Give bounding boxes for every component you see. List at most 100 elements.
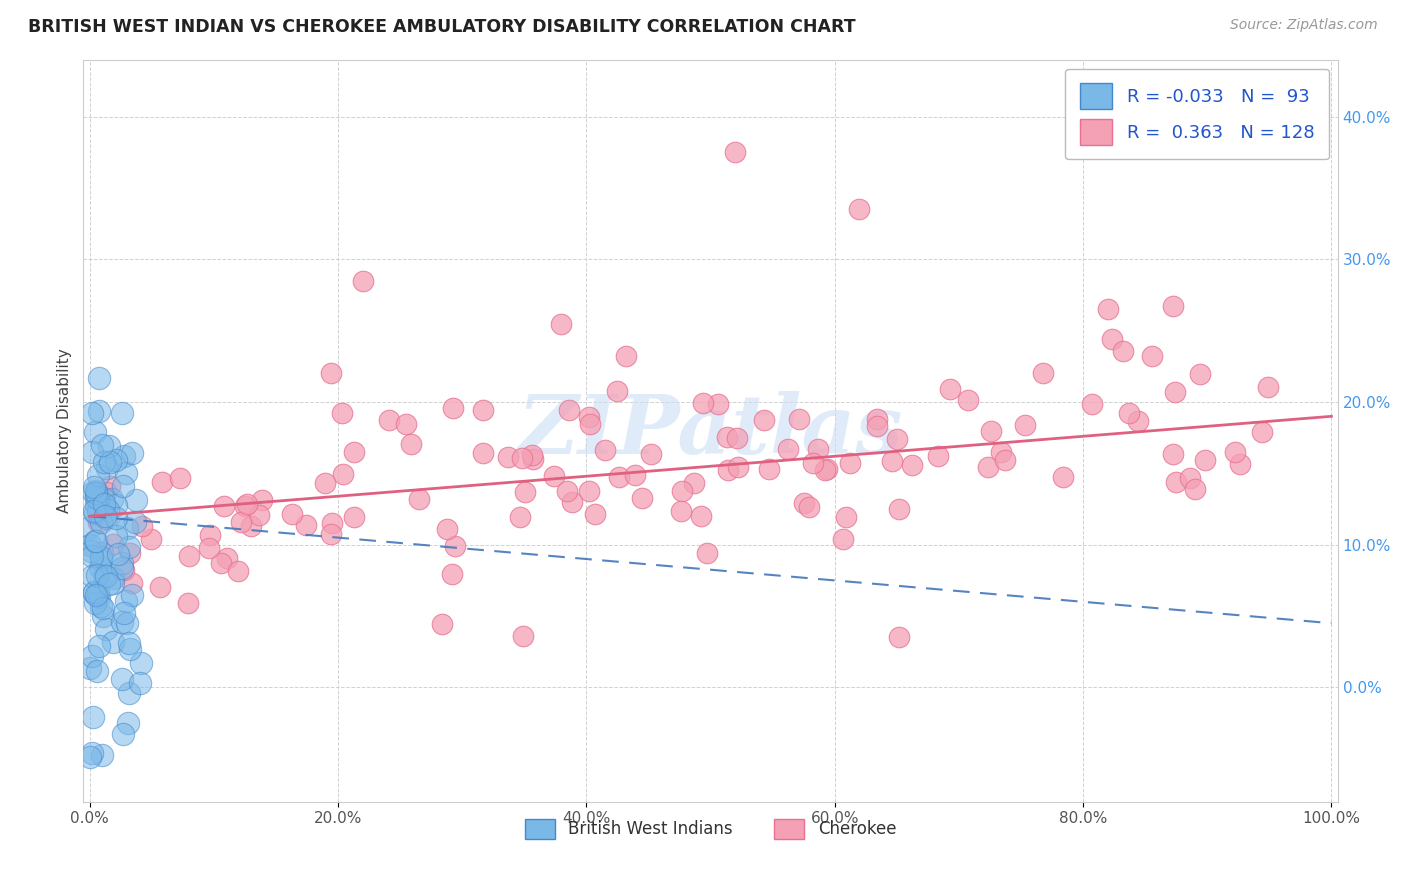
Point xyxy=(579,417,602,431)
Text: Source: ZipAtlas.com: Source: ZipAtlas.com xyxy=(1230,18,1378,32)
Text: BRITISH WEST INDIAN VS CHEROKEE AMBULATORY DISABILITY CORRELATION CHART: BRITISH WEST INDIAN VS CHEROKEE AMBULATO… xyxy=(28,18,856,36)
Point xyxy=(93,568,115,582)
Point xyxy=(101,571,124,585)
Point xyxy=(1118,406,1140,420)
Point xyxy=(240,518,263,533)
Point xyxy=(87,404,110,418)
Point xyxy=(93,609,115,624)
Point xyxy=(87,590,110,604)
Point xyxy=(683,476,706,491)
Point xyxy=(84,588,107,602)
Point xyxy=(111,561,134,575)
Point xyxy=(86,516,108,530)
Point xyxy=(197,541,219,555)
Point xyxy=(79,538,101,552)
Point xyxy=(79,661,101,675)
Point xyxy=(84,484,107,499)
Point xyxy=(212,499,235,513)
Point xyxy=(901,458,924,472)
Point xyxy=(1229,457,1251,471)
Point xyxy=(80,549,103,564)
Point xyxy=(716,430,738,444)
Point xyxy=(725,431,748,445)
Point xyxy=(692,396,714,410)
Point xyxy=(1161,299,1184,313)
Point xyxy=(814,463,837,477)
Point xyxy=(90,516,112,530)
Point xyxy=(496,450,519,464)
Point xyxy=(129,656,152,670)
Point xyxy=(98,479,121,493)
Point xyxy=(139,532,162,546)
Point xyxy=(94,569,117,583)
Point xyxy=(671,483,693,498)
Point xyxy=(1140,349,1163,363)
Point xyxy=(82,569,104,583)
Point xyxy=(112,479,135,493)
Point xyxy=(91,601,114,615)
Point xyxy=(510,450,533,465)
Point xyxy=(994,452,1017,467)
Point xyxy=(128,676,150,690)
Point xyxy=(79,520,101,534)
Point xyxy=(84,425,107,439)
Point xyxy=(957,392,980,407)
Point xyxy=(561,494,583,508)
Point xyxy=(82,485,104,500)
Point xyxy=(112,606,135,620)
Point xyxy=(83,480,105,494)
Point xyxy=(332,467,354,481)
Point xyxy=(1161,447,1184,461)
Point xyxy=(727,459,749,474)
Point xyxy=(84,497,107,511)
Point xyxy=(977,459,1000,474)
Point xyxy=(399,437,422,451)
Point xyxy=(124,515,146,529)
Point xyxy=(314,476,336,491)
Point xyxy=(583,507,606,521)
Point xyxy=(522,451,544,466)
Point xyxy=(593,442,616,457)
Point xyxy=(86,568,108,582)
Point xyxy=(1097,302,1119,317)
Point xyxy=(82,648,104,663)
Point xyxy=(752,413,775,427)
Point xyxy=(152,475,174,490)
Point xyxy=(118,540,141,554)
Point xyxy=(111,556,134,570)
Point xyxy=(1188,367,1211,381)
Point xyxy=(87,467,110,482)
Point xyxy=(706,397,728,411)
Point xyxy=(176,595,198,609)
Point xyxy=(640,447,662,461)
Point xyxy=(105,453,128,467)
Point xyxy=(96,460,118,475)
Point xyxy=(84,490,107,504)
Point xyxy=(235,500,257,514)
Point xyxy=(787,411,810,425)
Point xyxy=(1166,475,1188,490)
Point xyxy=(93,455,115,469)
Point xyxy=(93,497,115,511)
Point xyxy=(250,493,273,508)
Point xyxy=(343,445,366,459)
Point xyxy=(111,406,134,420)
Point xyxy=(716,463,738,477)
Point xyxy=(395,417,418,431)
Point xyxy=(80,746,103,760)
Point xyxy=(980,424,1002,438)
Point xyxy=(690,509,713,524)
Point xyxy=(281,508,304,522)
Point xyxy=(112,449,135,463)
Point xyxy=(352,274,374,288)
Point xyxy=(105,529,128,543)
Point xyxy=(866,419,889,434)
Point xyxy=(1032,366,1054,380)
Point xyxy=(624,467,647,482)
Point xyxy=(1178,471,1201,485)
Point xyxy=(835,510,858,524)
Point xyxy=(330,406,353,420)
Point xyxy=(87,585,110,599)
Point xyxy=(578,409,600,424)
Point xyxy=(866,412,889,426)
